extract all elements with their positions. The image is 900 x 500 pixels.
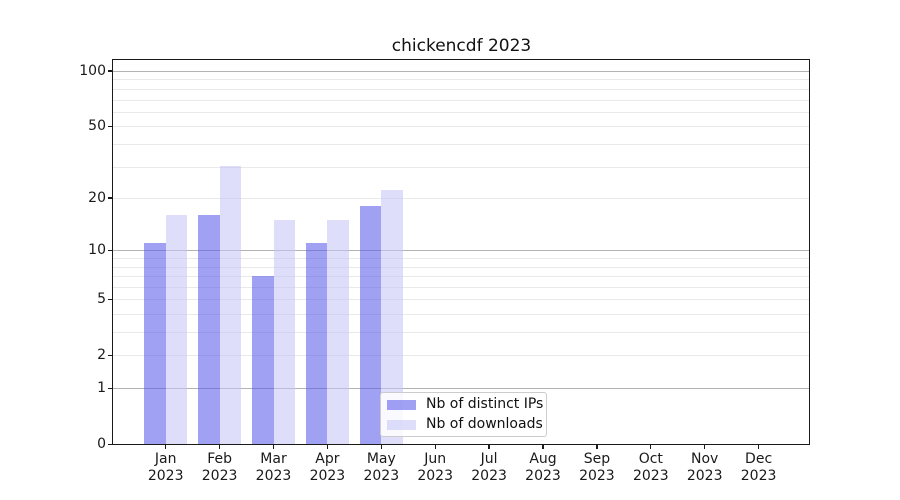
legend-swatch-downloads-icon <box>387 419 416 430</box>
bar-distinct-ips-apr <box>305 243 328 444</box>
x-tick-label-jul: Jul 2023 <box>471 451 507 484</box>
y-tick-mark-2 <box>108 354 113 357</box>
y-tick-mark-50 <box>108 125 113 127</box>
gridline-20 <box>113 198 809 199</box>
gridline-60 <box>113 111 809 113</box>
y-tick-label-50: 50 <box>88 117 106 134</box>
y-tick-label-10: 10 <box>88 241 106 258</box>
x-tick-mark-dec <box>757 445 760 449</box>
gridline-9 <box>113 258 809 260</box>
y-tick-mark-100 <box>108 70 113 72</box>
bar-downloads-mar <box>273 219 295 444</box>
bar-distinct-ips-feb <box>198 214 220 444</box>
x-tick-label-jan: Jan 2023 <box>147 451 184 484</box>
x-tick-mark-jun <box>434 445 436 449</box>
x-tick-mark-oct <box>650 445 652 449</box>
y-tick-mark-5 <box>108 298 113 301</box>
x-tick-label-mar: Mar 2023 <box>255 451 292 484</box>
x-tick-mark-may <box>380 445 382 449</box>
y-tick-label-1: 1 <box>97 379 106 396</box>
gridline-7 <box>113 276 809 278</box>
legend-label-distinct-ips: Nb of distinct IPs <box>426 396 544 412</box>
plot-area: Nb of distinct IPs Nb of downloads <box>112 59 810 445</box>
y-tick-label-5: 5 <box>97 290 106 307</box>
x-tick-label-nov: Nov 2023 <box>686 451 723 484</box>
legend: Nb of distinct IPs Nb of downloads <box>380 392 547 437</box>
gridline-50 <box>113 126 809 128</box>
y-tick-label-2: 2 <box>97 346 106 363</box>
bar-downloads-may <box>381 190 403 444</box>
x-tick-label-jun: Jun 2023 <box>417 451 453 484</box>
bar-distinct-ips-jan <box>144 243 166 444</box>
x-tick-label-may: May 2023 <box>363 451 400 484</box>
legend-entry-downloads: Nb of downloads <box>387 417 543 432</box>
chart-title: chickencdf 2023 <box>391 36 532 56</box>
bar-downloads-feb <box>219 166 242 444</box>
y-tick-mark-20 <box>108 197 113 199</box>
gridline-80 <box>113 88 809 90</box>
gridline-6 <box>113 286 809 288</box>
bar-distinct-ips-mar <box>252 275 274 444</box>
x-tick-mark-nov <box>704 445 706 449</box>
x-tick-label-sep: Sep 2023 <box>579 451 615 484</box>
gridline-8 <box>113 266 809 268</box>
x-tick-mark-mar <box>272 445 275 449</box>
y-tick-label-100: 100 <box>79 62 106 79</box>
gridline-30 <box>113 166 809 168</box>
bar-downloads-apr <box>327 219 349 444</box>
y-tick-label-20: 20 <box>88 189 106 206</box>
gridline-5 <box>113 299 809 301</box>
x-tick-label-oct: Oct 2023 <box>632 451 669 484</box>
gridline-70 <box>113 99 809 101</box>
y-tick-mark-10 <box>108 249 113 251</box>
y-tick-mark-1 <box>108 387 113 389</box>
bars-layer <box>113 60 809 444</box>
gridline-100 <box>113 71 809 72</box>
gridline-3 <box>113 332 809 334</box>
x-tick-mark-feb <box>218 445 221 449</box>
gridline-1 <box>113 388 809 390</box>
bar-distinct-ips-may <box>359 205 382 444</box>
y-tick-mark-0 <box>108 443 113 445</box>
legend-entry-distinct-ips: Nb of distinct IPs <box>387 397 543 412</box>
bar-downloads-jan <box>165 214 188 444</box>
x-tick-label-feb: Feb 2023 <box>201 451 238 484</box>
x-tick-label-apr: Apr 2023 <box>309 451 346 484</box>
x-tick-mark-jul <box>488 445 490 449</box>
gridline-2 <box>113 355 809 357</box>
legend-swatch-distinct-ips-icon <box>387 399 416 410</box>
y-tick-label-0: 0 <box>97 435 106 452</box>
gridline-4 <box>113 314 809 316</box>
x-tick-mark-apr <box>326 445 329 449</box>
gridline-40 <box>113 143 809 145</box>
legend-label-downloads: Nb of downloads <box>426 416 543 432</box>
gridline-10 <box>113 250 809 252</box>
x-tick-label-aug: Aug 2023 <box>525 451 561 484</box>
x-tick-mark-sep <box>596 445 598 449</box>
x-tick-mark-jan <box>165 445 167 449</box>
gridline-90 <box>113 79 809 81</box>
x-tick-label-dec: Dec 2023 <box>740 451 777 484</box>
gridlines-layer <box>113 60 809 444</box>
x-tick-mark-aug <box>542 445 544 449</box>
